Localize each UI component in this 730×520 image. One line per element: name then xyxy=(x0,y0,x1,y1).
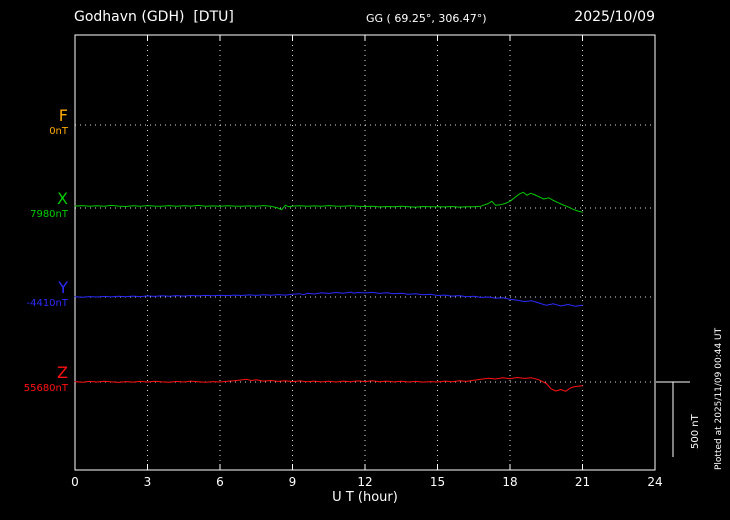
component-letter-y: Y xyxy=(58,278,68,297)
x-tick-label: 9 xyxy=(288,475,297,489)
x-axis-title: U T (hour) xyxy=(332,490,398,505)
x-tick-label: 6 xyxy=(216,475,224,489)
trace-z xyxy=(74,377,583,392)
x-tick-label: 3 xyxy=(143,475,152,489)
component-baseline-x: 7980nT xyxy=(30,209,68,220)
x-tick-label: 12 xyxy=(357,475,373,489)
component-letter-z: Z xyxy=(57,363,68,382)
x-tick-label: 15 xyxy=(429,475,446,489)
x-tick-label: 24 xyxy=(647,475,663,489)
component-label-z: Z 55680nT xyxy=(0,365,68,394)
component-baseline-f: 0nT xyxy=(49,126,68,137)
component-baseline-y: -4410nT xyxy=(26,298,68,309)
station-title: Godhavn (GDH) [DTU] xyxy=(74,9,234,25)
component-baseline-z: 55680nT xyxy=(23,383,68,394)
component-label-y: Y -4410nT xyxy=(0,280,68,309)
plotted-at-note: Plotted at 2025/11/09 00:44 UT xyxy=(714,327,724,470)
trace-x xyxy=(74,191,583,213)
component-label-x: X 7980nT xyxy=(0,191,68,220)
component-letter-x: X xyxy=(57,189,68,208)
scale-bar-label: 500 nT xyxy=(690,414,701,449)
x-tick-label: 0 xyxy=(71,475,79,489)
x-tick-label: 21 xyxy=(574,475,591,489)
component-letter-f: F xyxy=(58,106,68,125)
x-tick-label: 18 xyxy=(502,475,518,489)
plot-date: 2025/10/09 xyxy=(574,9,655,25)
component-label-f: F 0nT xyxy=(0,108,68,137)
trace-y xyxy=(74,291,583,307)
geographic-coords: GG ( 69.25°, 306.47°) xyxy=(366,12,487,25)
